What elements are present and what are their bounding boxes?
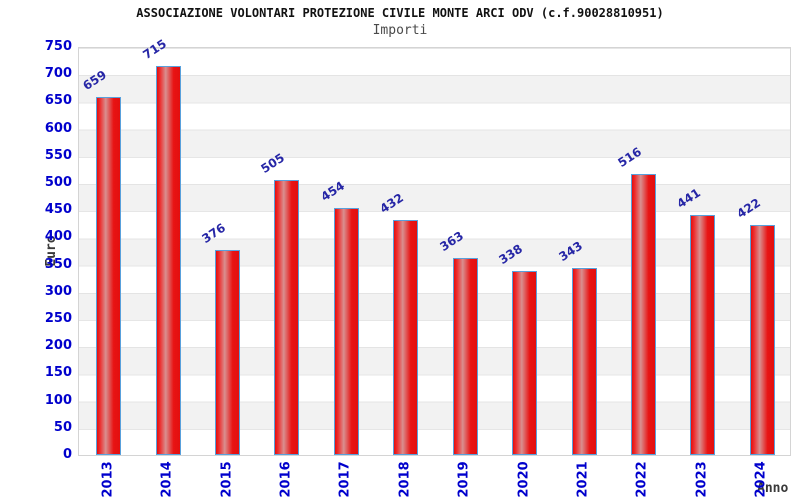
bar-2024 [749, 225, 775, 455]
x-tick-label-2015: 2015 [219, 461, 235, 498]
x-tick-label-2017: 2017 [337, 461, 353, 498]
bar-2020 [512, 271, 538, 455]
bar-2015 [215, 250, 241, 455]
bar-value-label: 422 [734, 195, 763, 221]
bar-value-label: 659 [80, 67, 110, 93]
y-tick-label: 300 [44, 283, 72, 299]
x-tick-label-2013: 2013 [100, 461, 116, 498]
bar-value-label: 343 [555, 238, 585, 264]
y-tick-label: 750 [44, 39, 72, 54]
y-tick-label: 250 [44, 311, 72, 326]
bar-2018 [393, 220, 419, 455]
x-tick-label-2014: 2014 [159, 461, 175, 498]
x-tick-label-2021: 2021 [575, 461, 591, 498]
plot-area: 659 715 376 505 454 432 363 338 343 516 441 422 [78, 37, 791, 456]
chart-title: ASSOCIAZIONE VOLONTARI PROTEZIONE CIVILE… [136, 6, 664, 20]
x-tick-label-2022: 2022 [634, 461, 650, 498]
bar-value-label: 376 [199, 220, 229, 246]
chart-subtitle: Importi [372, 23, 428, 38]
y-tick-label: 200 [44, 338, 72, 354]
bar-value-label: 516 [615, 144, 644, 170]
y-tick-label: 50 [53, 419, 72, 435]
bar-2013 [96, 97, 122, 455]
bar-value-label: 505 [258, 150, 288, 176]
y-tick-label: 350 [44, 256, 72, 272]
x-tick-label-2023: 2023 [694, 461, 710, 498]
y-tick-label: 550 [44, 147, 72, 163]
y-tick-label: 450 [44, 202, 72, 218]
bar-value-label: 363 [437, 228, 466, 254]
y-tick-label: 100 [44, 392, 72, 408]
bar-2016 [274, 180, 300, 455]
x-tick-label-2018: 2018 [397, 461, 413, 498]
x-axis-title: Anno [757, 481, 789, 496]
bar-value-label: 432 [377, 190, 407, 216]
bar-value-label: 715 [140, 36, 169, 62]
y-tick-label: 500 [44, 175, 72, 190]
y-tick-label: 600 [44, 120, 72, 136]
bar-2014 [155, 66, 181, 455]
y-tick-label: 400 [44, 229, 72, 245]
bar-value-label: 441 [674, 185, 704, 211]
y-tick-label: 0 [62, 447, 72, 462]
y-tick-label: 650 [44, 93, 72, 109]
x-tick-label-2024: 2024 [753, 461, 769, 498]
x-tick-label-2020: 2020 [516, 461, 532, 498]
x-tick-label-2019: 2019 [456, 461, 472, 498]
bar-2023 [690, 215, 716, 455]
y-tick-label: 150 [44, 365, 72, 381]
bar-value-label: 454 [318, 178, 347, 204]
bar-value-label: 338 [496, 241, 526, 267]
bar-2021 [571, 268, 597, 455]
bar-2017 [333, 208, 359, 455]
x-tick-label-2016: 2016 [278, 461, 294, 498]
bar-2022 [630, 174, 656, 455]
bar-2019 [452, 258, 478, 455]
y-tick-label: 700 [44, 66, 72, 82]
